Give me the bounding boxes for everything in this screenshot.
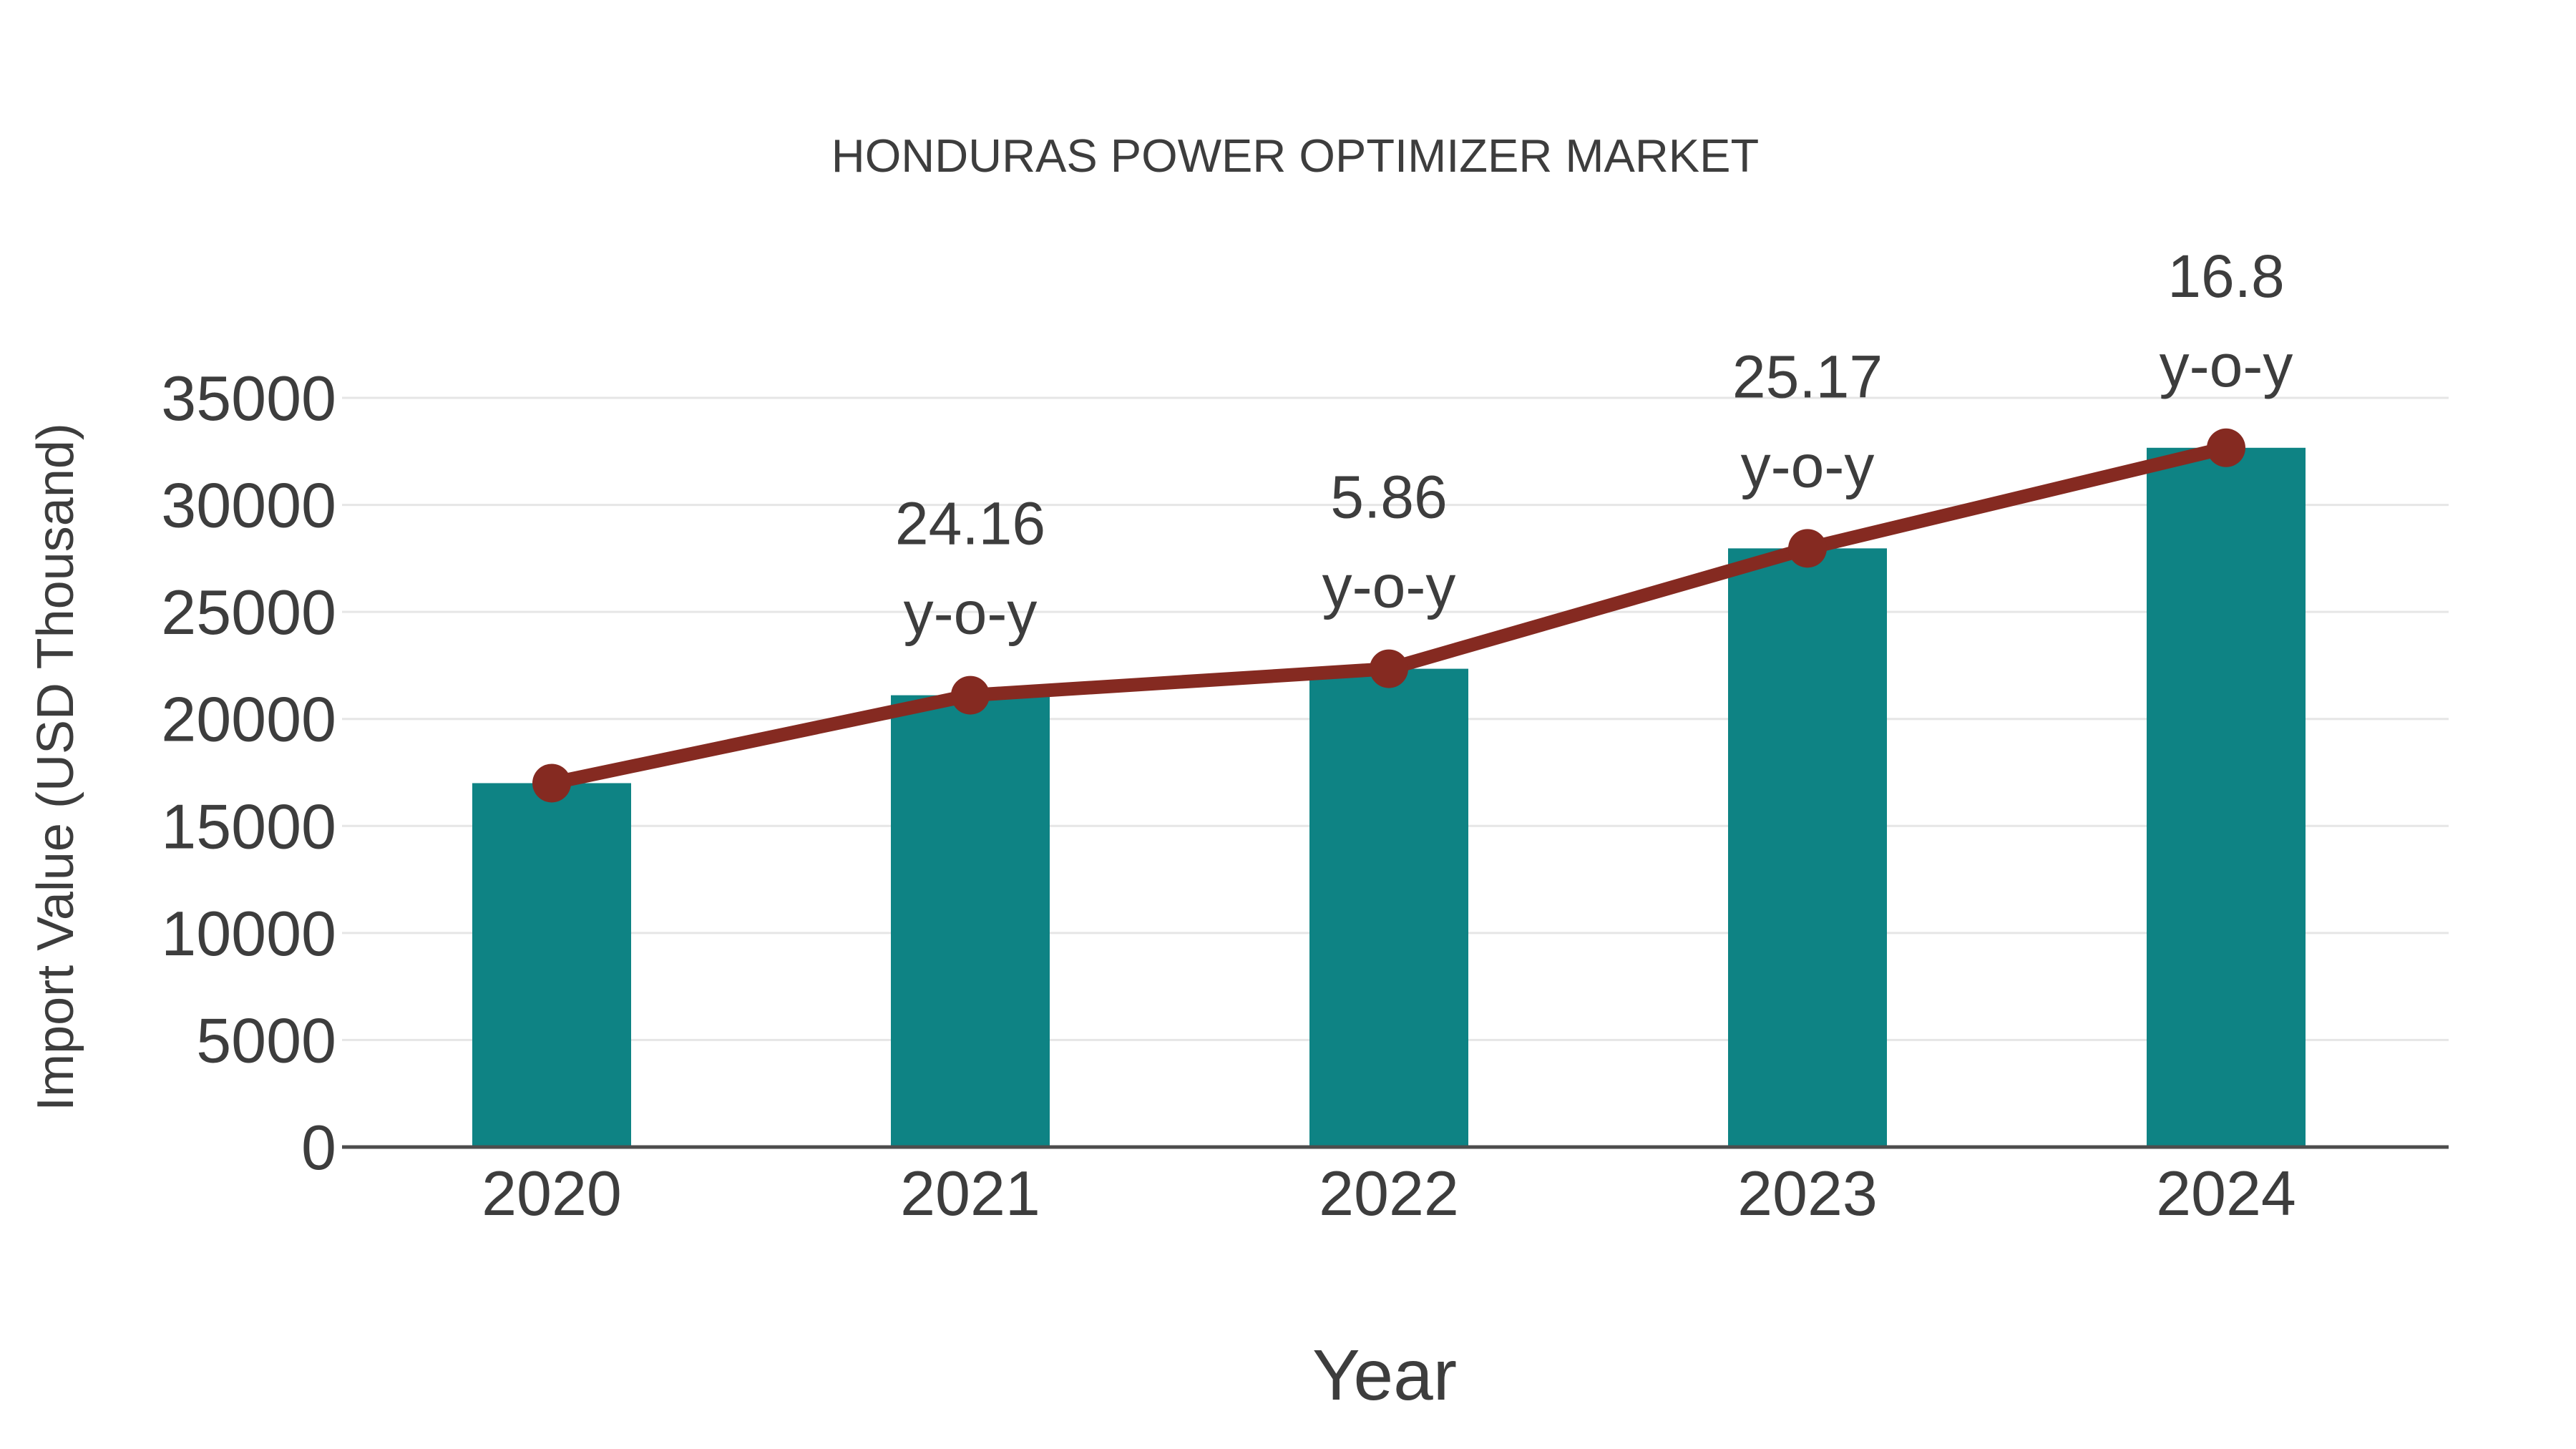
data-point-marker-2023 <box>1788 529 1827 568</box>
x-tick-label: 2020 <box>482 1158 622 1229</box>
x-axis-title: Year <box>1312 1335 1457 1415</box>
bar-2024 <box>2147 447 2306 1147</box>
annotation-value-2021: 24.16 <box>895 490 1045 557</box>
line-series <box>532 428 2245 803</box>
data-point-marker-2020 <box>532 763 571 803</box>
data-point-marker-2021 <box>951 675 990 715</box>
data-point-marker-2022 <box>1370 649 1408 688</box>
x-tick-label: 2022 <box>1319 1158 1459 1229</box>
y-tick-label: 5000 <box>196 1005 336 1075</box>
annotation-suffix-2024: y-o-y <box>2160 332 2293 399</box>
y-tick-label: 35000 <box>161 363 336 434</box>
annotation-value-2022: 5.86 <box>1330 464 1448 531</box>
data-point-marker-2024 <box>2207 428 2245 467</box>
x-tick-labels: 2020 2021 2022 2023 2024 <box>482 1158 2296 1229</box>
bar-2021 <box>891 695 1050 1147</box>
annotation-value-2024: 16.8 <box>2167 243 2285 310</box>
x-tick-label: 2023 <box>1737 1158 1878 1229</box>
bar-series <box>472 447 2306 1147</box>
annotation-suffix-2023: y-o-y <box>1741 432 1875 499</box>
y-tick-label: 15000 <box>161 791 336 862</box>
x-tick-label: 2024 <box>2156 1158 2296 1229</box>
y-tick-label: 20000 <box>161 684 336 755</box>
chart-title: HONDURAS POWER OPTIMIZER MARKET <box>831 130 1759 182</box>
annotations: 24.16 y-o-y 5.86 y-o-y 25.17 y-o-y 16.8 y-o-y <box>895 243 2293 647</box>
y-tick-label: 30000 <box>161 470 336 541</box>
y-tick-label: 25000 <box>161 577 336 648</box>
y-tick-labels: 0 5000 10000 15000 20000 25000 30000 35000 <box>161 363 336 1183</box>
bar-2022 <box>1309 668 1468 1147</box>
annotation-suffix-2021: y-o-y <box>904 580 1038 647</box>
annotation-suffix-2022: y-o-y <box>1322 553 1456 620</box>
annotation-value-2023: 25.17 <box>1732 343 1883 410</box>
x-tick-label: 2021 <box>900 1158 1040 1229</box>
y-axis-title: Import Value (USD Thousand) <box>27 423 84 1111</box>
bar-2023 <box>1728 548 1887 1147</box>
y-tick-label: 10000 <box>161 898 336 969</box>
y-tick-label: 0 <box>301 1112 336 1183</box>
bar-2020 <box>472 783 631 1147</box>
